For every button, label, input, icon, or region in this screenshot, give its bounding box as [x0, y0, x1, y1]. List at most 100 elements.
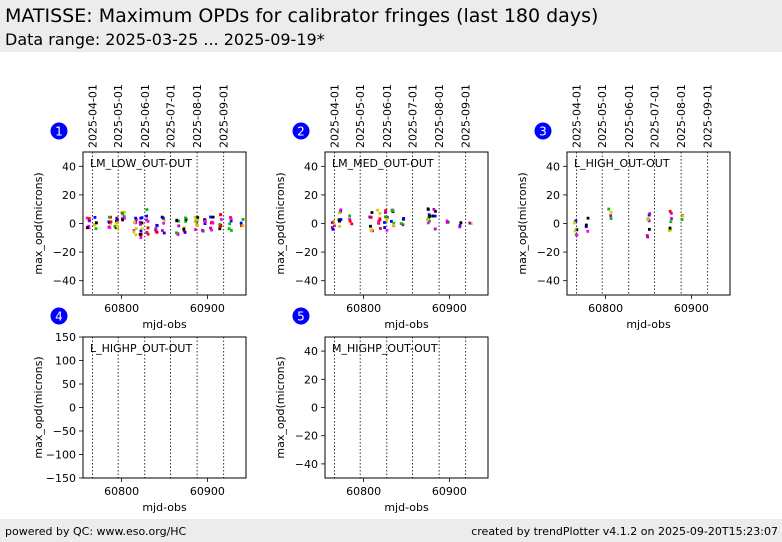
- panel-label: L_HIGH_OUT-OUT: [574, 157, 670, 170]
- data-point: [469, 222, 473, 226]
- data-point: [227, 227, 231, 231]
- date-tick-label: 2025-05-01: [596, 84, 609, 148]
- data-point: [348, 214, 352, 218]
- date-tick-label: 2025-07-01: [407, 84, 420, 148]
- data-point: [115, 224, 119, 228]
- header-bar: MATISSE: Maximum OPDs for calibrator fri…: [0, 0, 782, 52]
- panel-number-badge: [50, 307, 68, 325]
- x-tick-label: 60900: [432, 485, 467, 498]
- data-point: [668, 209, 672, 213]
- data-point: [218, 224, 222, 228]
- data-point: [219, 213, 222, 217]
- data-point: [645, 234, 649, 237]
- data-point: [330, 221, 334, 225]
- data-point: [107, 215, 111, 219]
- data-point: [218, 223, 222, 226]
- data-point: [162, 221, 166, 225]
- data-point: [669, 220, 673, 224]
- data-point: [647, 219, 651, 223]
- data-point: [87, 218, 91, 222]
- y-tick-label: −20: [295, 246, 318, 259]
- date-tick-label: 2025-08-01: [191, 84, 204, 148]
- data-point: [139, 236, 143, 239]
- data-point: [229, 219, 233, 223]
- data-point: [193, 215, 197, 219]
- panel-number-badge: [292, 307, 310, 325]
- y-tick-label: 0: [69, 402, 76, 415]
- data-point: [383, 221, 386, 224]
- x-tick-label: 60900: [674, 302, 709, 315]
- data-point: [175, 218, 179, 222]
- data-point: [109, 220, 113, 224]
- panel-label: M_HIGHP_OUT-OUT: [332, 342, 438, 355]
- data-point: [134, 216, 138, 220]
- panel-number: 2: [297, 125, 305, 139]
- data-point: [369, 215, 373, 219]
- data-point: [93, 223, 96, 226]
- data-point: [132, 229, 136, 232]
- y-tick-label: 40: [304, 160, 318, 173]
- data-point: [134, 218, 138, 222]
- data-point: [350, 222, 354, 226]
- data-point: [132, 230, 136, 234]
- data-point: [339, 218, 343, 221]
- data-point: [116, 226, 120, 230]
- data-point: [120, 216, 124, 220]
- data-point: [586, 216, 590, 220]
- x-axis-label: mjd-obs: [384, 501, 429, 514]
- x-tick-label: 60800: [104, 485, 139, 498]
- y-tick-label: 20: [304, 373, 318, 386]
- x-tick-label: 60800: [104, 302, 139, 315]
- data-point: [121, 212, 125, 216]
- data-point: [107, 225, 111, 229]
- data-point: [140, 216, 144, 220]
- data-point: [228, 222, 232, 226]
- data-point: [162, 231, 166, 235]
- chart-panel-4: L_HIGHP_OUT-OUT −150 −100 −50 0 50 100 150 60800…: [32, 307, 247, 514]
- y-tick-label: 0: [311, 402, 318, 415]
- data-point: [196, 218, 200, 222]
- data-point: [209, 221, 213, 225]
- data-point: [392, 221, 396, 225]
- date-tick-label: 2025-04-01: [86, 84, 99, 148]
- data-point: [681, 214, 685, 218]
- data-point: [669, 228, 673, 232]
- plot-frame: [566, 151, 731, 296]
- data-point: [177, 219, 180, 223]
- panel-label: LM_LOW_OUT-OUT: [90, 157, 192, 170]
- data-point: [332, 222, 336, 226]
- y-tick-label: 40: [304, 345, 318, 358]
- date-tick-label: 2025-09-01: [702, 84, 715, 148]
- data-point: [392, 223, 396, 227]
- data-point: [114, 226, 118, 230]
- data-point: [123, 216, 126, 220]
- data-point: [680, 218, 684, 221]
- y-tick-label: 150: [55, 331, 76, 344]
- date-tick-label: 2025-06-01: [139, 84, 152, 148]
- data-point: [376, 208, 380, 212]
- data-point: [432, 208, 436, 211]
- data-point: [338, 219, 341, 223]
- data-point: [145, 218, 148, 222]
- data-point: [239, 221, 243, 225]
- page-title: MATISSE: Maximum OPDs for calibrator fri…: [5, 5, 599, 27]
- data-point: [348, 219, 352, 223]
- panel-number: 3: [539, 125, 547, 139]
- panel-number: 1: [55, 125, 63, 139]
- data-point: [383, 211, 387, 214]
- date-tick-label: 2025-08-01: [433, 84, 446, 148]
- x-tick-label: 60800: [588, 302, 623, 315]
- x-tick-label: 60800: [346, 485, 381, 498]
- plot-frame: [324, 151, 489, 296]
- data-point: [109, 222, 112, 226]
- data-point: [182, 229, 186, 233]
- data-point: [201, 228, 204, 232]
- data-point: [370, 211, 374, 214]
- data-point: [122, 215, 126, 218]
- data-point: [146, 220, 150, 223]
- data-point: [609, 210, 613, 214]
- panel-label: L_HIGHP_OUT-OUT: [90, 342, 192, 355]
- data-point: [114, 219, 118, 223]
